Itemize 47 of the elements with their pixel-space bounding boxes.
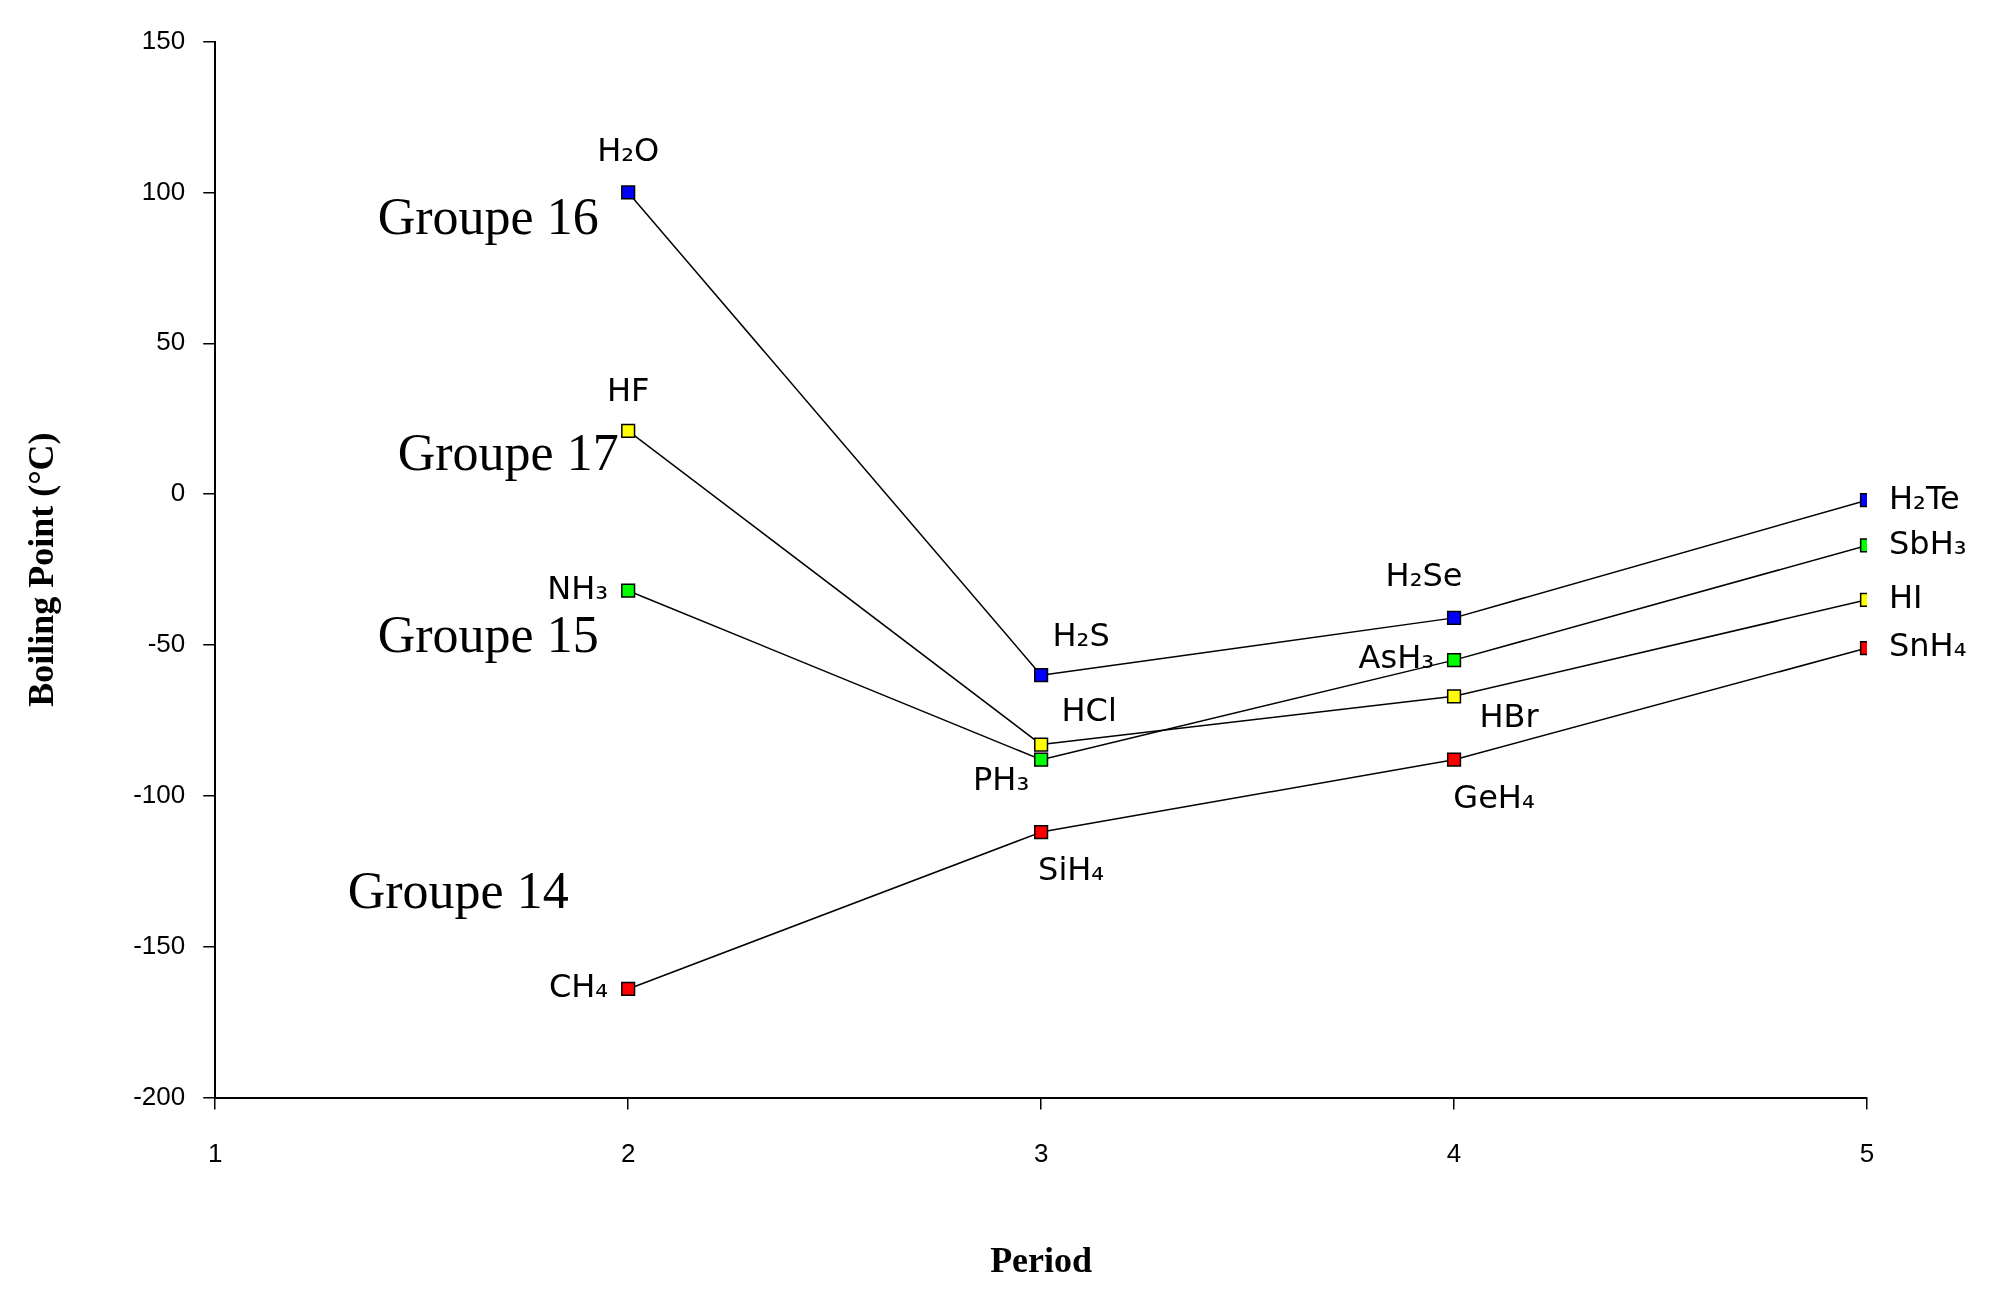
y-tick-label: -100 <box>133 779 186 810</box>
point <box>1446 610 1462 625</box>
annotation: H₂Se <box>1385 556 1463 595</box>
y-tick-label: 50 <box>156 326 186 357</box>
annotation: SbH₃ <box>1889 523 1967 562</box>
x-tick-label: 2 <box>620 1138 636 1169</box>
y-tick-label: 150 <box>141 24 186 55</box>
annotation: H₂O <box>597 130 660 169</box>
point <box>621 185 636 200</box>
annotation: SnH₄ <box>1889 626 1967 665</box>
annotation: CH₄ <box>548 967 609 1006</box>
x-axis-title: Period <box>990 1239 1093 1280</box>
point <box>1446 689 1462 704</box>
y-tick-label: -200 <box>133 1080 186 1111</box>
annotation: HF <box>606 371 650 410</box>
point <box>621 583 636 598</box>
point <box>1034 752 1049 767</box>
annotation: NH₃ <box>547 569 609 608</box>
annotation: SiH₄ <box>1038 850 1105 889</box>
y-axis-title: Boiling Point (°C) <box>20 432 61 707</box>
point <box>621 981 636 997</box>
annotation: AsH₃ <box>1358 638 1435 677</box>
annotation: H₂S <box>1052 615 1110 654</box>
annotation: HCl <box>1061 690 1117 729</box>
x-tick-label: 5 <box>1859 1138 1875 1169</box>
point <box>1034 737 1049 752</box>
annotation: GeH₄ <box>1453 777 1535 816</box>
annotation: H₂Te <box>1889 478 1960 517</box>
series-label: Groupe 14 <box>347 861 569 919</box>
y-tick-label: -150 <box>133 929 186 960</box>
series-label: Groupe 16 <box>377 188 599 246</box>
point <box>621 423 636 438</box>
x-tick-label: 1 <box>208 1138 223 1169</box>
annotation: HI <box>1889 578 1923 617</box>
x-tick-label: 4 <box>1446 1138 1462 1169</box>
x-tick-label: 3 <box>1033 1138 1049 1169</box>
y-tick-label: -50 <box>147 628 186 659</box>
y-tick-label: 0 <box>170 477 186 508</box>
point <box>1446 752 1462 767</box>
series-label: Groupe 17 <box>397 424 619 482</box>
point <box>1446 653 1462 668</box>
y-tick-label: 100 <box>141 175 186 206</box>
series-label: Groupe 15 <box>377 606 599 664</box>
annotation: HBr <box>1479 696 1540 735</box>
point <box>1034 668 1049 683</box>
annotation: PH₃ <box>973 759 1030 798</box>
point <box>1034 824 1049 840</box>
